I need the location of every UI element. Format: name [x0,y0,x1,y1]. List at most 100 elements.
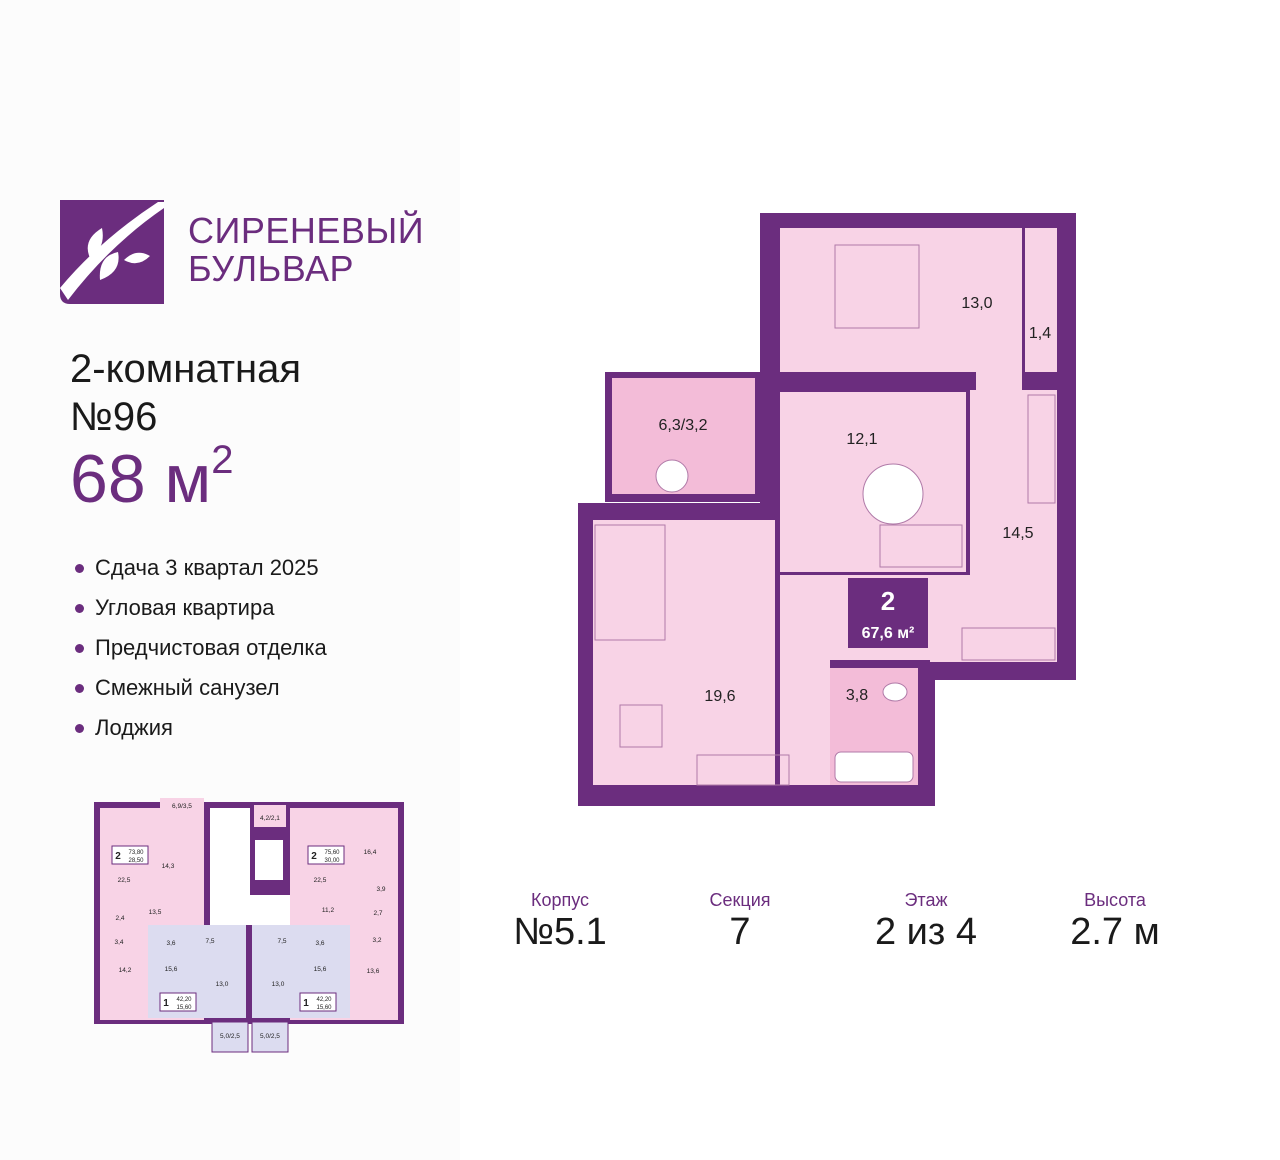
feature-text: Угловая квартира [95,595,275,620]
floor-badge-living: 28,50 [128,858,144,864]
floor-apartment-badge [307,845,345,865]
brand-name: СИРЕНЕВЫЙ БУЛЬВАР [188,212,424,288]
area-value: 68 м [70,441,212,517]
floor-room-label: 14,2 [119,967,132,974]
floor-room-label: 3,4 [114,939,123,946]
floor-room-label: 11,2 [322,907,335,914]
floor-stairs [210,808,250,908]
info-value: №5.1 [513,911,607,953]
room-area-label: 3,8 [846,687,868,704]
bullet-icon [75,563,84,573]
kitchen-counter-icon [696,754,790,786]
room-area-label: 1,4 [1029,325,1051,342]
room-area-label: 19,6 [704,688,735,705]
feature-list: Сдача 3 квартал 2025 Угловая квартира Пр… [75,548,327,748]
apartment-area: 68 м2 [70,438,234,518]
info-value: 2.7 м [1070,911,1160,953]
floor-apartment-badge [159,992,197,1012]
floor-badge-rooms: 2 [311,851,317,862]
floor-badge-living: 15,60 [316,1005,332,1011]
brand-line-1: СИРЕНЕВЫЙ [188,210,425,251]
feature-text: Лоджия [95,715,173,740]
floor-balcony [211,1021,249,1053]
bullet-icon [75,603,84,613]
floor-overview-plan: 6,9/3,5 4,2/2,1 14,3 22,5 13,5 2,4 3,4 14,2 3,6 7… [94,798,404,1053]
floor-badge-total: 73,80 [128,850,144,856]
floor-badge-living: 15,60 [176,1005,192,1011]
floor-room-label: 7,5 [205,938,214,945]
floor-room-label: 15,6 [314,966,327,973]
floor-room-label: 5,0/2,5 [260,1033,280,1040]
info-label: Этаж [904,890,948,910]
floor-room-label: 16,4 [364,849,377,856]
info-building: Корпус №5.1 [470,890,650,954]
floor-badge-rooms: 1 [303,998,309,1009]
floor-room-label: 22,5 [118,877,131,884]
bullet-icon [75,683,84,693]
floor-room-label: 3,6 [166,940,175,947]
floor-balcony [251,1021,289,1053]
feature-item: Предчистовая отделка [75,628,327,668]
floor-room-label: 5,0/2,5 [220,1033,240,1040]
floor-badge-total: 42,20 [316,997,332,1003]
floor-apartment-badge [299,992,337,1012]
floor-corridor [210,895,290,925]
apartment-type: 2-комнатная [70,347,302,391]
info-value: 2 из 4 [874,911,978,953]
bathtub-icon [834,751,914,783]
floor-badge-rooms: 1 [163,998,169,1009]
loggia-table-icon [655,459,689,493]
room-area-label: 12,1 [846,431,877,448]
info-label: Корпус [530,890,590,910]
area-unit-sup: 2 [211,438,234,482]
wardrobe-icon [961,627,1056,661]
floor-room-label: 13,5 [149,909,162,916]
bullet-icon [75,643,84,653]
floor-room-label: 7,5 [277,938,286,945]
feature-item: Смежный санузел [75,668,327,708]
room-area-label: 14,5 [1002,525,1033,542]
room-bedroom [780,228,1022,372]
bullet-icon [75,723,84,733]
apartment-badge [848,578,928,648]
rug-icon [862,463,924,525]
floor-loggia [254,805,286,827]
sofa-icon [594,524,666,641]
info-label: Высота [1084,890,1146,910]
room-wardrobe [1025,228,1057,372]
floor-room-label: 4,2/2,1 [260,815,280,822]
toilet-icon [882,682,908,702]
floor-room-label: 3,2 [372,937,381,944]
badge-area: 67,6 м² [862,625,915,642]
feature-text: Сдача 3 квартал 2025 [95,555,319,580]
feature-item: Угловая квартира [75,588,327,628]
apartment-number: №96 [70,395,158,439]
floor-badge-total: 75,60 [324,850,340,856]
floor-room-label: 22,5 [314,877,327,884]
table-icon [619,704,663,748]
floor-badge-total: 42,20 [176,997,192,1003]
room-kitchen-nook [780,660,830,785]
bed-2-icon [879,524,963,568]
room-living-kitchen [593,520,775,785]
floor-badge-rooms: 2 [115,851,121,862]
floor-room-label: 3,6 [315,940,324,947]
badge-rooms: 2 [881,586,895,616]
info-floor: Этаж 2 из 4 [836,890,1016,954]
floor-loggia [160,798,204,814]
feature-item: Сдача 3 квартал 2025 [75,548,327,588]
feature-text: Смежный санузел [95,675,280,700]
floor-room-label: 13,0 [216,981,229,988]
bed-icon [834,244,920,329]
info-height: Высота 2.7 м [1025,890,1205,954]
brand-line-2: БУЛЬВАР [188,248,355,289]
feature-item: Лоджия [75,708,327,748]
info-label: Секция [709,890,771,910]
floor-room-label: 14,3 [162,863,175,870]
floor-apartment-badge [111,845,149,865]
info-value: 7 [729,911,751,953]
floor-room-label: 13,6 [367,968,380,975]
floor-badge-living: 30,00 [324,858,340,864]
closet-icon [1027,394,1056,504]
floor-room-label: 3,9 [376,886,385,893]
